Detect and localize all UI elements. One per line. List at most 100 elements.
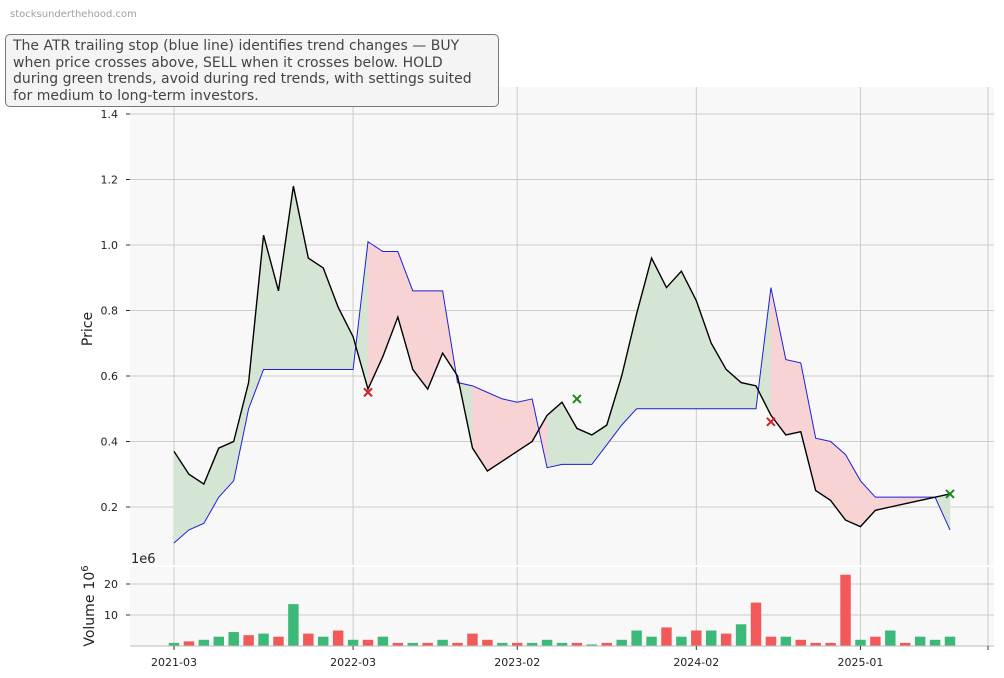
volume-bar	[467, 633, 478, 646]
volume-bar	[825, 642, 836, 646]
volume-bar	[228, 632, 239, 646]
volume-label-text: Volume	[82, 595, 98, 647]
volume-bar	[512, 642, 523, 646]
volume-bar	[691, 630, 702, 646]
volume-bar	[482, 639, 493, 646]
price-y-ticks: 0.2 0.4 0.6 0.8 1.0 1.2 1.4	[101, 108, 130, 514]
volume-exponent: 10	[82, 572, 98, 590]
volume-bar	[750, 602, 762, 646]
volume-bar	[706, 630, 717, 646]
volume-bar	[571, 642, 583, 646]
volume-bar	[243, 635, 254, 646]
volume-tick-label: 10	[104, 609, 118, 622]
price-tick-label: 1.2	[101, 174, 119, 187]
volume-bar	[944, 636, 956, 646]
volume-bar	[437, 639, 448, 646]
price-tick-label: 1.0	[101, 239, 119, 252]
volume-tick-label: 20	[104, 578, 118, 591]
price-tick-label: 1.4	[101, 108, 119, 121]
volume-bar	[765, 636, 777, 646]
volume-bar	[929, 639, 941, 646]
volume-bar	[541, 639, 553, 646]
x-tick-label: 2025-01	[837, 656, 883, 669]
sell-signal-marker	[363, 387, 373, 398]
volume-bar	[870, 636, 881, 646]
volume-bar	[586, 644, 598, 646]
volume-bar	[183, 641, 195, 646]
volume-bar	[288, 604, 299, 646]
volume-bar	[407, 642, 418, 646]
volume-y-ticks: 10 20	[104, 578, 130, 622]
annotation-box: The ATR trailing stop (blue line) identi…	[5, 34, 499, 108]
volume-bar	[631, 630, 642, 646]
volume-bar	[795, 639, 806, 646]
x-tick-label: 2023-02	[494, 656, 540, 669]
volume-bar	[318, 636, 329, 646]
signal-stroke	[945, 489, 955, 499]
signal-stroke	[766, 417, 776, 427]
trend-fill-segment	[785, 359, 802, 436]
trend-fill-segment	[740, 382, 757, 409]
volume-bar	[885, 630, 896, 646]
volume-bar	[646, 636, 657, 646]
volume-bar	[556, 642, 568, 646]
signal-markers	[363, 387, 955, 499]
trend-fill-segment	[666, 270, 682, 409]
volume-bar	[258, 633, 269, 646]
volume-bar	[720, 633, 732, 646]
volume-bar	[392, 642, 404, 646]
buy-signal-marker	[945, 489, 955, 499]
volume-bar	[198, 639, 210, 646]
volume-unit-label: 1e6	[131, 552, 156, 567]
price-line	[173, 185, 951, 528]
volume-bar	[900, 642, 911, 646]
volume-bar	[497, 642, 508, 646]
volume-bar	[840, 574, 851, 646]
signal-stroke	[363, 387, 373, 398]
volume-bar	[168, 642, 180, 646]
sell-signal-marker	[766, 417, 776, 427]
volume-bar	[780, 636, 792, 646]
price-panel: 0.2 0.4 0.6 0.8 1.0 1.2 1.4 Price	[80, 87, 994, 565]
volume-bars	[168, 574, 956, 646]
volume-bar	[810, 642, 821, 646]
price-tick-label: 0.4	[101, 436, 119, 449]
volume-exponent-power: 6	[80, 565, 91, 571]
price-tick-label: 0.2	[101, 501, 119, 514]
price-tick-label: 0.6	[101, 370, 119, 383]
trend-fill-segment	[308, 257, 324, 370]
volume-bar	[601, 642, 612, 646]
volume-bar	[213, 636, 224, 646]
x-tick-label: 2024-02	[673, 656, 719, 669]
volume-axis-label: Volume 106	[80, 565, 98, 646]
volume-bar	[362, 639, 374, 646]
volume-bar	[661, 627, 672, 646]
volume-bar	[452, 642, 463, 646]
watermark: stocksunderthehood.com	[10, 9, 137, 20]
volume-bar	[676, 636, 687, 646]
x-tick-label: 2021-03	[151, 656, 197, 669]
volume-bar	[347, 639, 359, 646]
trend-fill-segment	[502, 398, 518, 462]
trend-fill-segment	[815, 437, 831, 501]
volume-bar	[332, 630, 344, 646]
x-axis-ticks: 2021-03 2022-03 2023-02 2024-02 2025-01	[151, 646, 989, 669]
volume-bar	[855, 639, 866, 646]
x-tick-label: 2022-03	[330, 656, 376, 669]
volume-bar	[616, 639, 627, 646]
buy-signal-marker	[572, 394, 582, 404]
volume-bar	[273, 636, 284, 646]
volume-bar	[303, 633, 314, 646]
volume-bar	[422, 642, 433, 646]
volume-bar	[377, 636, 389, 646]
trend-fill-segment	[487, 391, 503, 472]
atr-stop-line	[173, 240, 951, 544]
volume-bar	[914, 636, 926, 646]
volume-bar	[735, 624, 747, 646]
volume-bar	[526, 642, 538, 646]
signal-stroke	[572, 394, 582, 404]
price-axis-label: Price	[80, 312, 96, 346]
price-tick-label: 0.8	[101, 305, 119, 318]
